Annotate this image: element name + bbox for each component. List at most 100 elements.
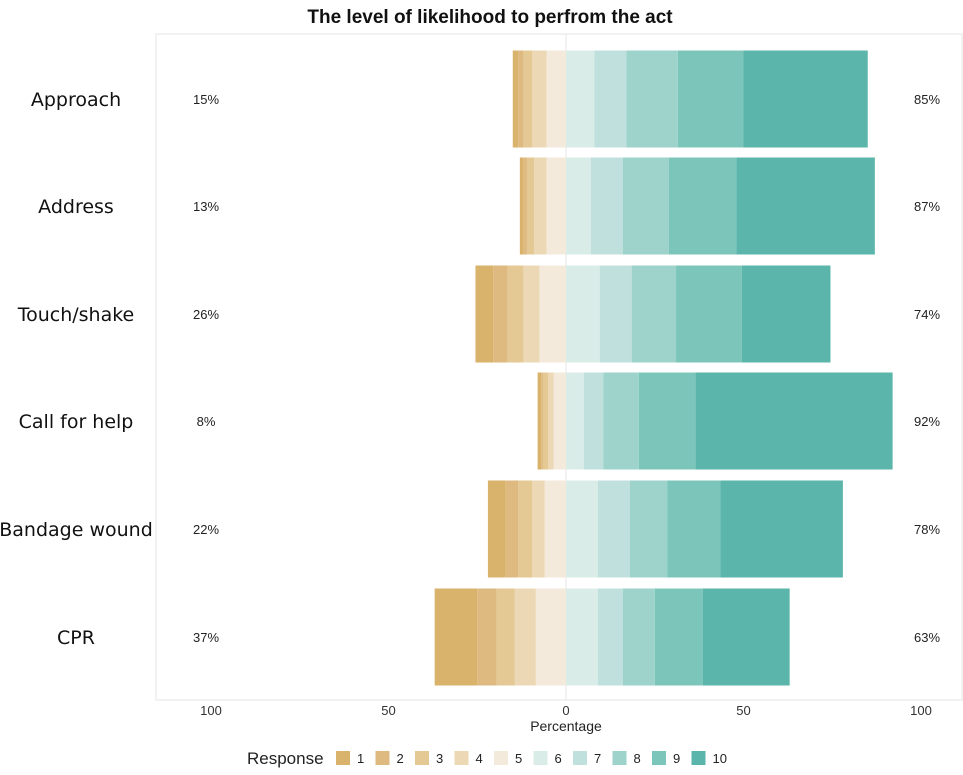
labels-group: Approach 15% 85% Address 13% 87% Touch/shake 26… bbox=[0, 89, 940, 649]
bar-segment-touch-shake-level-7 bbox=[599, 265, 632, 363]
bar-segment-approach-level-9 bbox=[677, 50, 744, 148]
chart-title: The level of likelihood to perfrom the a… bbox=[307, 7, 673, 28]
bar-segment-call-for-help-level-6 bbox=[566, 372, 584, 470]
bar-segment-cpr-level-7 bbox=[597, 588, 623, 686]
x-tick-label: 50 bbox=[736, 703, 750, 718]
bar-segment-bandage-wound-level-8 bbox=[629, 480, 668, 578]
bar-segment-cpr-level-9 bbox=[654, 588, 703, 686]
bar-segment-touch-shake-level-5 bbox=[539, 265, 566, 363]
legend-label-3: 3 bbox=[436, 751, 443, 766]
bar-segment-approach-level-4 bbox=[532, 50, 547, 148]
bar-segment-bandage-wound-level-7 bbox=[597, 480, 630, 578]
legend-key-10 bbox=[691, 751, 706, 765]
positive-percent-label: 74% bbox=[914, 307, 940, 322]
bar-segment-call-for-help-level-2 bbox=[541, 372, 543, 470]
bar-segment-cpr-level-5 bbox=[535, 588, 566, 686]
negative-percent-label: 8% bbox=[197, 414, 216, 429]
negative-percent-label: 37% bbox=[193, 630, 219, 645]
bar-segment-bandage-wound-level-1 bbox=[487, 480, 506, 578]
positive-percent-label: 78% bbox=[914, 522, 940, 537]
bar-segment-cpr-level-4 bbox=[514, 588, 536, 686]
bar-segment-touch-shake-level-9 bbox=[676, 265, 742, 363]
bar-segment-bandage-wound-level-9 bbox=[667, 480, 721, 578]
bar-segment-approach-level-5 bbox=[546, 50, 566, 148]
category-label: Call for help bbox=[19, 411, 134, 433]
legend-label-4: 4 bbox=[476, 751, 483, 766]
legend-label-2: 2 bbox=[397, 751, 404, 766]
legend-label-8: 8 bbox=[634, 751, 641, 766]
x-tick-label: 0 bbox=[562, 703, 569, 718]
legend-label-7: 7 bbox=[594, 751, 601, 766]
positive-percent-label: 85% bbox=[914, 92, 940, 107]
bars-group bbox=[434, 50, 893, 686]
bar-segment-touch-shake-level-10 bbox=[741, 265, 831, 363]
positive-percent-label: 92% bbox=[914, 414, 940, 429]
category-label: Bandage wound bbox=[0, 519, 153, 541]
negative-percent-label: 13% bbox=[193, 199, 219, 214]
category-label: Address bbox=[38, 196, 114, 218]
bar-segment-address-level-7 bbox=[590, 157, 623, 255]
legend-key-9 bbox=[652, 751, 666, 765]
bar-segment-cpr-level-10 bbox=[702, 588, 790, 686]
bar-segment-call-for-help-level-9 bbox=[638, 372, 696, 470]
bar-segment-touch-shake-level-2 bbox=[493, 265, 508, 363]
legend-label-1: 1 bbox=[357, 751, 364, 766]
category-label: Approach bbox=[31, 89, 121, 111]
legend-key-2 bbox=[375, 751, 390, 765]
bar-segment-bandage-wound-level-3 bbox=[518, 480, 533, 578]
bar-segment-address-level-3 bbox=[526, 157, 535, 255]
bar-segment-touch-shake-level-3 bbox=[507, 265, 524, 363]
x-tick-label: 50 bbox=[381, 703, 395, 718]
legend-key-7 bbox=[573, 751, 587, 765]
bar-segment-address-level-8 bbox=[622, 157, 669, 255]
bar-segment-cpr-level-6 bbox=[566, 588, 598, 686]
bar-segment-approach-level-8 bbox=[626, 50, 678, 148]
bar-segment-cpr-level-1 bbox=[434, 588, 478, 686]
bar-segment-touch-shake-level-8 bbox=[631, 265, 677, 363]
bar-segment-approach-level-7 bbox=[594, 50, 627, 148]
bar-segment-bandage-wound-level-6 bbox=[566, 480, 598, 578]
bar-segment-address-level-9 bbox=[668, 157, 737, 255]
legend-key-5 bbox=[494, 751, 508, 765]
bar-segment-call-for-help-level-8 bbox=[603, 372, 639, 470]
legend-label-5: 5 bbox=[515, 751, 522, 766]
bar-segment-address-level-2 bbox=[523, 157, 527, 255]
x-axis-ticks: 100 50 0 50 100 bbox=[200, 703, 932, 718]
bar-segment-bandage-wound-level-5 bbox=[544, 480, 566, 578]
legend-key-4 bbox=[454, 751, 469, 765]
negative-percent-label: 22% bbox=[193, 522, 219, 537]
bar-segment-cpr-level-2 bbox=[477, 588, 497, 686]
bar-segment-address-level-6 bbox=[566, 157, 591, 255]
bar-segment-call-for-help-level-1 bbox=[537, 372, 542, 470]
bar-segment-touch-shake-level-4 bbox=[523, 265, 540, 363]
legend-title: Response bbox=[247, 749, 324, 768]
negative-percent-label: 15% bbox=[193, 92, 219, 107]
x-tick-label: 100 bbox=[910, 703, 932, 718]
bar-segment-bandage-wound-level-4 bbox=[532, 480, 545, 578]
bar-segment-address-level-10 bbox=[736, 157, 875, 255]
legend-label-6: 6 bbox=[555, 751, 562, 766]
legend-label-10: 10 bbox=[713, 751, 727, 766]
bar-segment-approach-level-10 bbox=[743, 50, 868, 148]
bar-segment-call-for-help-level-7 bbox=[583, 372, 604, 470]
bar-segment-approach-level-3 bbox=[523, 50, 533, 148]
bar-segment-call-for-help-level-5 bbox=[553, 372, 566, 470]
bar-segment-approach-level-6 bbox=[566, 50, 595, 148]
legend-label-9: 9 bbox=[673, 751, 680, 766]
bar-segment-call-for-help-level-10 bbox=[695, 372, 893, 470]
category-label: Touch/shake bbox=[17, 304, 135, 326]
bar-segment-touch-shake-level-1 bbox=[475, 265, 494, 363]
x-tick-label: 100 bbox=[200, 703, 222, 718]
bar-segment-call-for-help-level-3 bbox=[542, 372, 549, 470]
legend: Response 1 2 3 4 5 6 7 8 9 10 bbox=[247, 749, 727, 768]
positive-percent-label: 87% bbox=[914, 199, 940, 214]
bar-segment-address-level-4 bbox=[534, 157, 547, 255]
legend-key-3 bbox=[415, 751, 429, 765]
bar-segment-cpr-level-3 bbox=[496, 588, 515, 686]
negative-percent-label: 26% bbox=[193, 307, 219, 322]
legend-key-8 bbox=[612, 751, 627, 765]
bar-segment-address-level-5 bbox=[546, 157, 566, 255]
positive-percent-label: 63% bbox=[914, 630, 940, 645]
bar-segment-call-for-help-level-4 bbox=[548, 372, 554, 470]
